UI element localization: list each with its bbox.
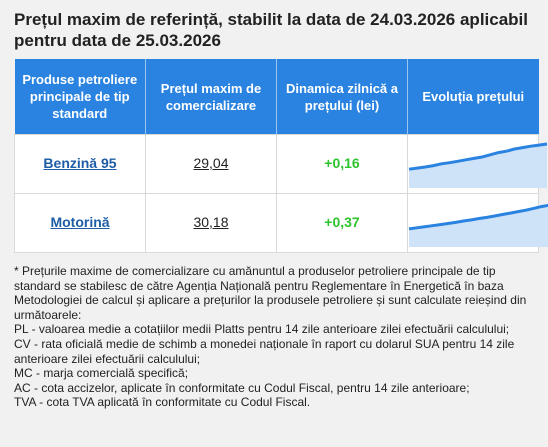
sparkline-area [409,205,548,247]
column-header-change: Dinamica zilnică a prețului (lei) [276,59,408,135]
footnote-line-pl: PL - valoarea medie a cotațiilor medii P… [14,322,510,337]
price-value-benzina[interactable]: 29,04 [193,155,229,171]
column-header-product: Produse petroliere principale de tip sta… [14,59,146,135]
sparkline-benzina [408,142,548,188]
sparkline-area [409,144,547,188]
sparkline-motorina [408,203,548,247]
change-value-benzina: +0,16 [324,155,360,171]
footnote: * Prețurile maxime de comercializare cu … [14,264,539,410]
sparkline-line [408,142,548,171]
footnote-line-tva: TVA - cota TVA aplicată în conformitate … [14,395,311,410]
price-table: Produse petroliere principale de tip sta… [14,59,548,253]
table-row: Motorină 30,18 +0,37 [14,193,548,253]
column-header-price: Prețul maxim de comercializare [145,59,277,135]
footnote-line-ac: AC - cota accizelor, aplicate în conform… [14,380,470,395]
column-header-trend: Evoluția prețului [407,59,539,135]
product-link-benzina[interactable]: Benzină 95 [43,155,117,171]
table-row: Benzină 95 29,04 +0,16 [14,134,548,194]
product-link-motorina[interactable]: Motorină [50,214,110,230]
page-title: Prețul maxim de referință, stabilit la d… [14,10,529,50]
footnote-line-cv: CV - rata oficială medie de schimb a mon… [14,336,515,366]
change-value-motorina: +0,37 [324,214,360,230]
footnote-intro: * Prețurile maxime de comercializare cu … [14,264,527,322]
table-header-row: Produse petroliere principale de tip sta… [14,59,539,135]
footnote-line-mc: MC - marja comercială specifică; [14,366,189,381]
price-value-motorina[interactable]: 30,18 [193,214,229,230]
sparkline-line [408,203,548,231]
